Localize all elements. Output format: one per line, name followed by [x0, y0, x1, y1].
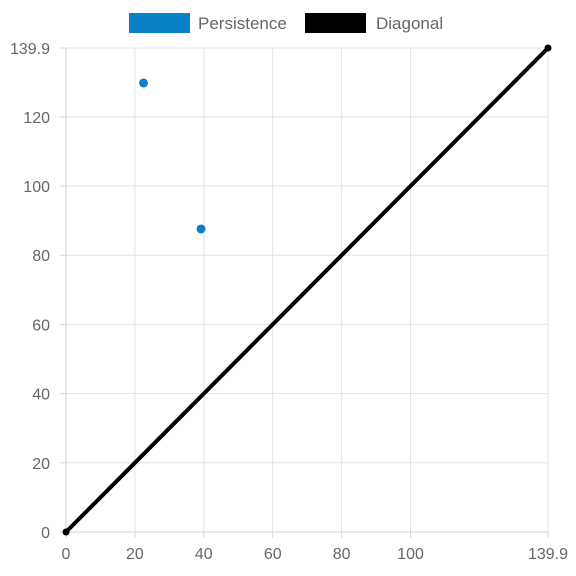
x-tick-label: 40 [195, 546, 213, 563]
x-tick-label: 80 [333, 546, 351, 563]
y-tick-label: 40 [32, 387, 50, 404]
y-tick-label: 100 [23, 179, 50, 196]
legend-label-diagonal[interactable]: Diagonal [376, 14, 443, 33]
legend-label-persistence[interactable]: Persistence [198, 14, 287, 33]
x-tick-label: 20 [126, 546, 144, 563]
y-tick-label: 20 [32, 456, 50, 473]
diagonal-point [62, 528, 70, 536]
grid [65, 47, 549, 533]
legend-swatch-diagonal[interactable] [305, 13, 366, 33]
diagonal-line [64, 46, 550, 534]
legend-swatch-persistence[interactable] [129, 13, 190, 33]
x-tick-label: 60 [264, 546, 282, 563]
diagonal-point [544, 44, 552, 52]
tick-labels: 0 20 40 60 80 100 139.9 0 20 40 60 80 100 120 139.9 [10, 41, 568, 563]
y-tick-label: 120 [23, 110, 50, 127]
y-tick-label: 80 [32, 248, 50, 265]
y-tick-label: 60 [32, 317, 50, 334]
legend[interactable]: Persistence Diagonal [129, 13, 443, 33]
x-tick-label: 139.9 [528, 546, 568, 563]
y-tick-label: 0 [41, 525, 50, 542]
x-tick-label: 0 [62, 546, 71, 563]
persistence-point[interactable] [196, 224, 206, 234]
persistence-point[interactable] [139, 78, 149, 88]
y-tick-label: 139.9 [10, 41, 50, 58]
series-layer [62, 44, 552, 536]
x-tick-label: 100 [397, 546, 424, 563]
